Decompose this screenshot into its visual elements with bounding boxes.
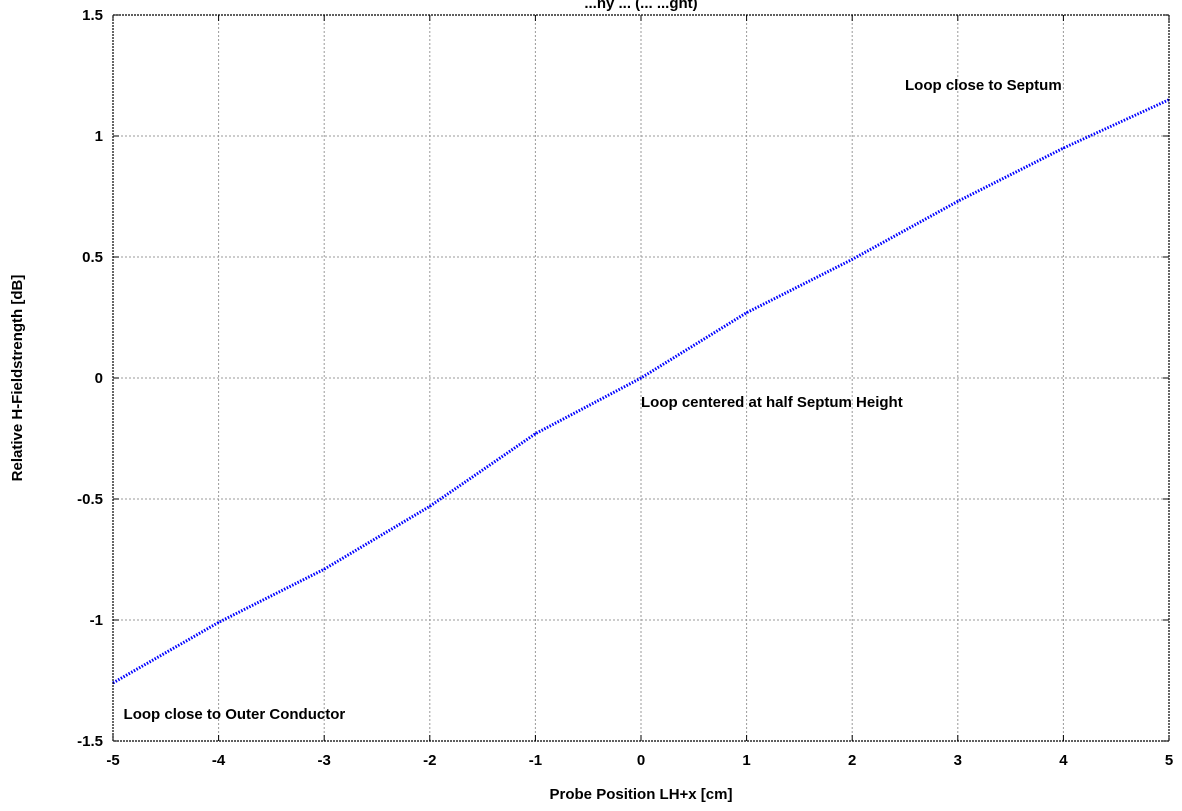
- y-tick-label: 0: [95, 370, 103, 387]
- annotation-label: Loop centered at half Septum Height: [641, 394, 903, 411]
- tick-labels: -5 -4 -3 -2 -1 0 1 2 3 4 5 -1.5 -1 -0.5 0 0.5 1 1.5: [77, 7, 1173, 769]
- x-tick-label: 3: [954, 752, 962, 769]
- y-axis-label: Relative H-Fieldstrength [dB]: [9, 275, 26, 482]
- x-tick-label: 1: [742, 752, 750, 769]
- annotation-label: Loop close to Septum: [905, 77, 1062, 94]
- x-tick-label: -2: [423, 752, 436, 769]
- data-point: [745, 311, 748, 314]
- y-tick-label: -1.5: [77, 733, 103, 750]
- x-axis-label: Probe Position LH+x [cm]: [550, 786, 733, 803]
- x-tick-label: -3: [318, 752, 331, 769]
- x-tick-label: -1: [529, 752, 542, 769]
- x-tick-label: 5: [1165, 752, 1173, 769]
- y-tick-label: -0.5: [77, 491, 103, 508]
- y-tick-label: 0.5: [82, 249, 103, 266]
- data-point: [534, 432, 537, 435]
- x-tick-label: -5: [106, 752, 119, 769]
- chart-title: ...ny ... (... ...ght): [584, 0, 697, 12]
- x-tick-label: 4: [1059, 752, 1068, 769]
- annotation-label: Loop close to Outer Conductor: [124, 706, 346, 723]
- data-point: [640, 377, 642, 379]
- x-tick-label: 0: [637, 752, 645, 769]
- data-point: [429, 505, 431, 508]
- data-point: [851, 258, 853, 261]
- x-tick-label: -4: [212, 752, 226, 769]
- data-point: [1062, 147, 1065, 149]
- y-tick-label: 1: [95, 128, 103, 145]
- y-tick-label: -1: [90, 612, 103, 629]
- data-point: [323, 568, 326, 570]
- data-point: [217, 621, 220, 624]
- plot-frame: [112, 14, 1170, 742]
- y-tick-label: 1.5: [82, 7, 103, 24]
- annotations: Loop close to Septum Loop centered at hal…: [124, 77, 1062, 723]
- data-point: [957, 200, 959, 203]
- x-tick-label: 2: [848, 752, 856, 769]
